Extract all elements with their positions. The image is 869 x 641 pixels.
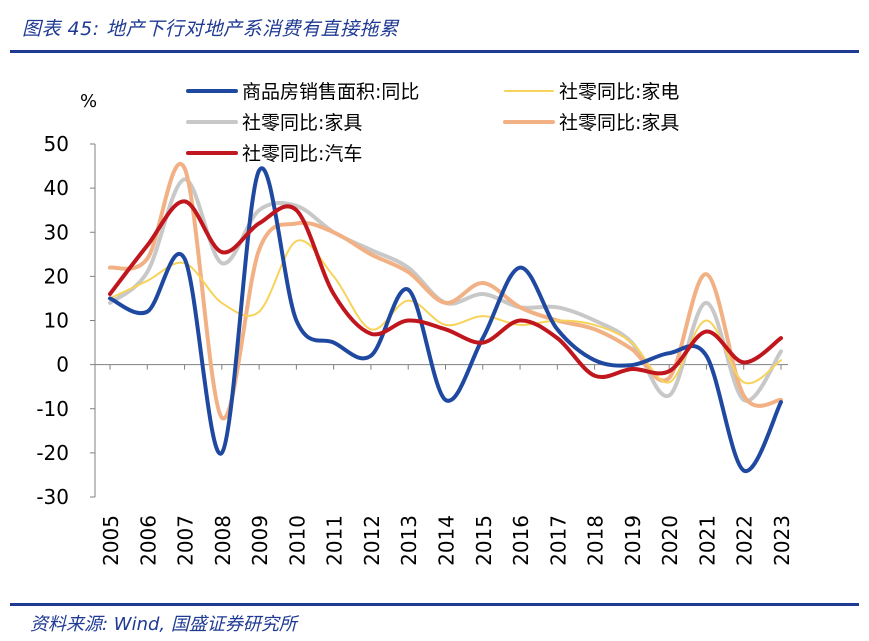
y-tick-label: 40 — [44, 176, 69, 200]
x-tick-label: 2007 — [174, 515, 198, 566]
series-line-0 — [108, 166, 783, 473]
bottom-rule — [10, 603, 859, 606]
legend-label: 商品房销售面积:同比 — [242, 81, 419, 103]
legend-label: 社零同比:汽车 — [242, 143, 362, 165]
y-tick-label: -20 — [36, 441, 69, 465]
x-tick-label: 2012 — [360, 515, 384, 566]
x-tick-label: 2019 — [621, 515, 645, 566]
x-tick-label: 2016 — [509, 515, 533, 566]
y-tick-label: -10 — [36, 397, 69, 421]
legend-label: 社零同比:家具 — [242, 112, 362, 134]
series-line-4 — [108, 199, 783, 379]
figure-title: 图表 45: 地产下行对地产系消费有直接拖累 — [22, 18, 399, 40]
y-tick-label: -30 — [36, 485, 69, 509]
x-tick-label: 2017 — [546, 515, 570, 566]
legend-label: 社零同比:家具 — [559, 112, 679, 134]
x-tick-label: 2009 — [248, 515, 272, 566]
x-tick-label: 2005 — [99, 515, 123, 566]
legend-label: 社零同比:家电 — [559, 81, 679, 103]
x-tick-label: 2010 — [285, 515, 309, 566]
x-tick-label: 2021 — [695, 515, 719, 566]
y-tick-label: 50 — [44, 132, 69, 156]
source-note: 资料来源: Wind, 国盛证券研究所 — [30, 614, 297, 635]
y-tick-label: 20 — [44, 264, 69, 288]
x-tick-label: 2015 — [472, 515, 496, 566]
x-tick-label: 2008 — [211, 515, 235, 566]
x-tick-label: 2014 — [435, 515, 459, 566]
y-axis-unit: % — [80, 91, 97, 112]
x-tick-label: 2011 — [323, 515, 347, 566]
x-tick-label: 2013 — [397, 515, 421, 566]
top-rule — [10, 50, 859, 53]
x-tick-label: 2006 — [136, 515, 160, 566]
chart-series — [108, 162, 783, 473]
y-tick-label: 30 — [44, 220, 69, 244]
x-tick-label: 2020 — [658, 515, 682, 566]
x-tick-label: 2018 — [584, 515, 608, 566]
x-tick-label: 2022 — [733, 515, 757, 566]
series-line-1 — [109, 239, 782, 385]
y-tick-label: 10 — [44, 309, 69, 333]
x-tick-label: 2023 — [770, 515, 794, 566]
y-tick-label: 0 — [56, 353, 69, 377]
